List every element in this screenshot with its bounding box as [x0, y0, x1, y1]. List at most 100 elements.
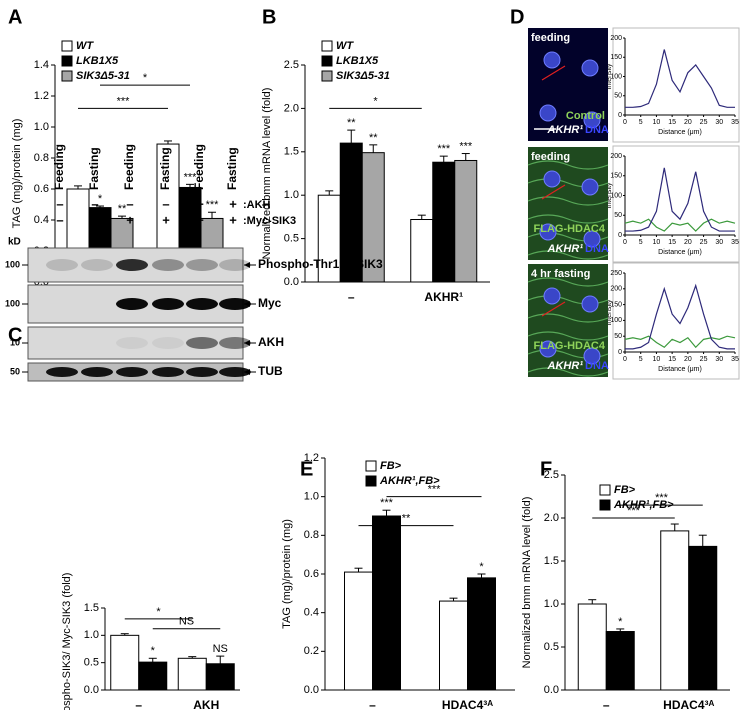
y-tick-label: 150	[610, 54, 622, 61]
band	[219, 298, 251, 310]
x-tick-label: 20	[684, 119, 692, 126]
dna: DNA	[585, 243, 609, 255]
size-marker: 100	[5, 259, 20, 269]
treatment-sign: +	[229, 212, 237, 227]
panel-letter: D	[510, 6, 524, 28]
y-tick-label: 2.0	[284, 102, 299, 114]
treatment-sign: –	[162, 196, 169, 211]
x-category-label: AKHR¹	[424, 290, 463, 304]
x-category-label: –	[369, 698, 376, 710]
significance: ***	[206, 199, 220, 211]
bar	[605, 631, 635, 691]
nucleus	[539, 340, 557, 358]
significance: ***	[184, 171, 198, 183]
bar	[439, 600, 468, 691]
membrane	[527, 313, 609, 323]
bar	[372, 515, 401, 691]
band	[219, 367, 251, 377]
membrane	[527, 196, 609, 206]
bar	[177, 657, 207, 691]
y-tick-label: 0.0	[84, 684, 99, 696]
x-tick-label: 20	[684, 239, 692, 246]
x-tick-label: 0	[623, 119, 627, 126]
x-tick-label: 5	[639, 356, 643, 363]
membrane	[527, 367, 609, 377]
y-tick-label: 0.6	[304, 568, 319, 580]
nucleus	[543, 287, 561, 305]
treatment-sign: –	[91, 212, 98, 227]
treatment-sign: +	[196, 196, 204, 211]
bar	[138, 661, 168, 691]
y-axis-label: Phospho-SIK3/ Myc-SIK3 (fold)	[61, 573, 73, 710]
y-tick-label: 0.4	[304, 607, 319, 619]
band	[81, 367, 113, 377]
y-tick-label: 1.0	[284, 189, 299, 201]
x-tick-label: 30	[715, 356, 723, 363]
band-label: Myc	[258, 296, 282, 310]
treatment-sign: +	[229, 196, 237, 211]
y-tick-label: 50	[614, 212, 622, 219]
band	[46, 367, 78, 377]
genotype: AKHR¹	[547, 360, 584, 372]
size-marker: 50	[10, 366, 20, 376]
x-tick-label: 10	[653, 239, 661, 246]
x-tick-label: 35	[731, 119, 739, 126]
profile-line	[624, 335, 736, 349]
significance: ***	[437, 143, 451, 155]
nucleus	[581, 59, 599, 77]
nucleus	[539, 104, 557, 122]
y-axis-label: TAG (mg)/protein (mg)	[11, 119, 23, 229]
x-category-label: HDAC4³ᴬ	[663, 698, 714, 710]
panel-letter: C	[8, 324, 22, 346]
plot-frame	[612, 145, 740, 263]
x-axis-label: Distance (μm)	[658, 129, 702, 136]
x-tick-label: 25	[700, 119, 708, 126]
dna: DNA	[585, 360, 609, 372]
y-tick-label: 50	[614, 333, 622, 340]
band	[81, 259, 113, 271]
band-label: AKH	[258, 335, 284, 349]
x-tick-label: 35	[731, 356, 739, 363]
bracket-label: ***	[117, 95, 131, 107]
y-tick-label: 100	[610, 192, 622, 199]
nucleus	[581, 178, 599, 196]
x-tick-label: 5	[639, 239, 643, 246]
bar	[410, 219, 434, 283]
bracket-label: ***	[428, 484, 442, 496]
y-tick-label: 0	[618, 112, 622, 119]
bar	[467, 577, 496, 691]
band	[116, 259, 148, 271]
legend-label: FB>	[380, 460, 402, 472]
nucleus	[539, 223, 557, 241]
legend-label: LKB1X5	[76, 55, 119, 67]
bracket-label: ***	[655, 492, 669, 504]
y-tick-label: 0.0	[544, 684, 559, 696]
legend-swatch	[321, 55, 333, 67]
band-label: Phospho-Thr196 SIK3	[258, 257, 383, 271]
nucleus	[543, 51, 561, 69]
y-tick-label: 100	[610, 317, 622, 324]
treatment-sign: +	[162, 212, 170, 227]
significance: **	[347, 117, 356, 129]
treatment-label: :Myc-SIK3	[243, 215, 296, 227]
size-marker: 10	[10, 337, 20, 347]
nucleus	[583, 230, 601, 248]
nucleus	[583, 111, 601, 129]
membrane	[527, 277, 609, 287]
y-tick-label: 0.4	[34, 214, 49, 226]
stain: Control	[566, 110, 605, 122]
band	[46, 259, 78, 271]
bar	[688, 545, 718, 691]
bar	[361, 152, 385, 283]
y-tick-label: 200	[610, 153, 622, 160]
y-tick-label: 1.0	[84, 629, 99, 641]
profile-line-marker	[541, 184, 566, 200]
y-tick-label: 0	[618, 232, 622, 239]
bar	[344, 571, 373, 691]
significance: *	[151, 645, 156, 657]
y-tick-label: 1.4	[34, 59, 49, 71]
bar	[577, 603, 607, 691]
unit: kD	[8, 237, 21, 248]
bar	[660, 530, 690, 691]
